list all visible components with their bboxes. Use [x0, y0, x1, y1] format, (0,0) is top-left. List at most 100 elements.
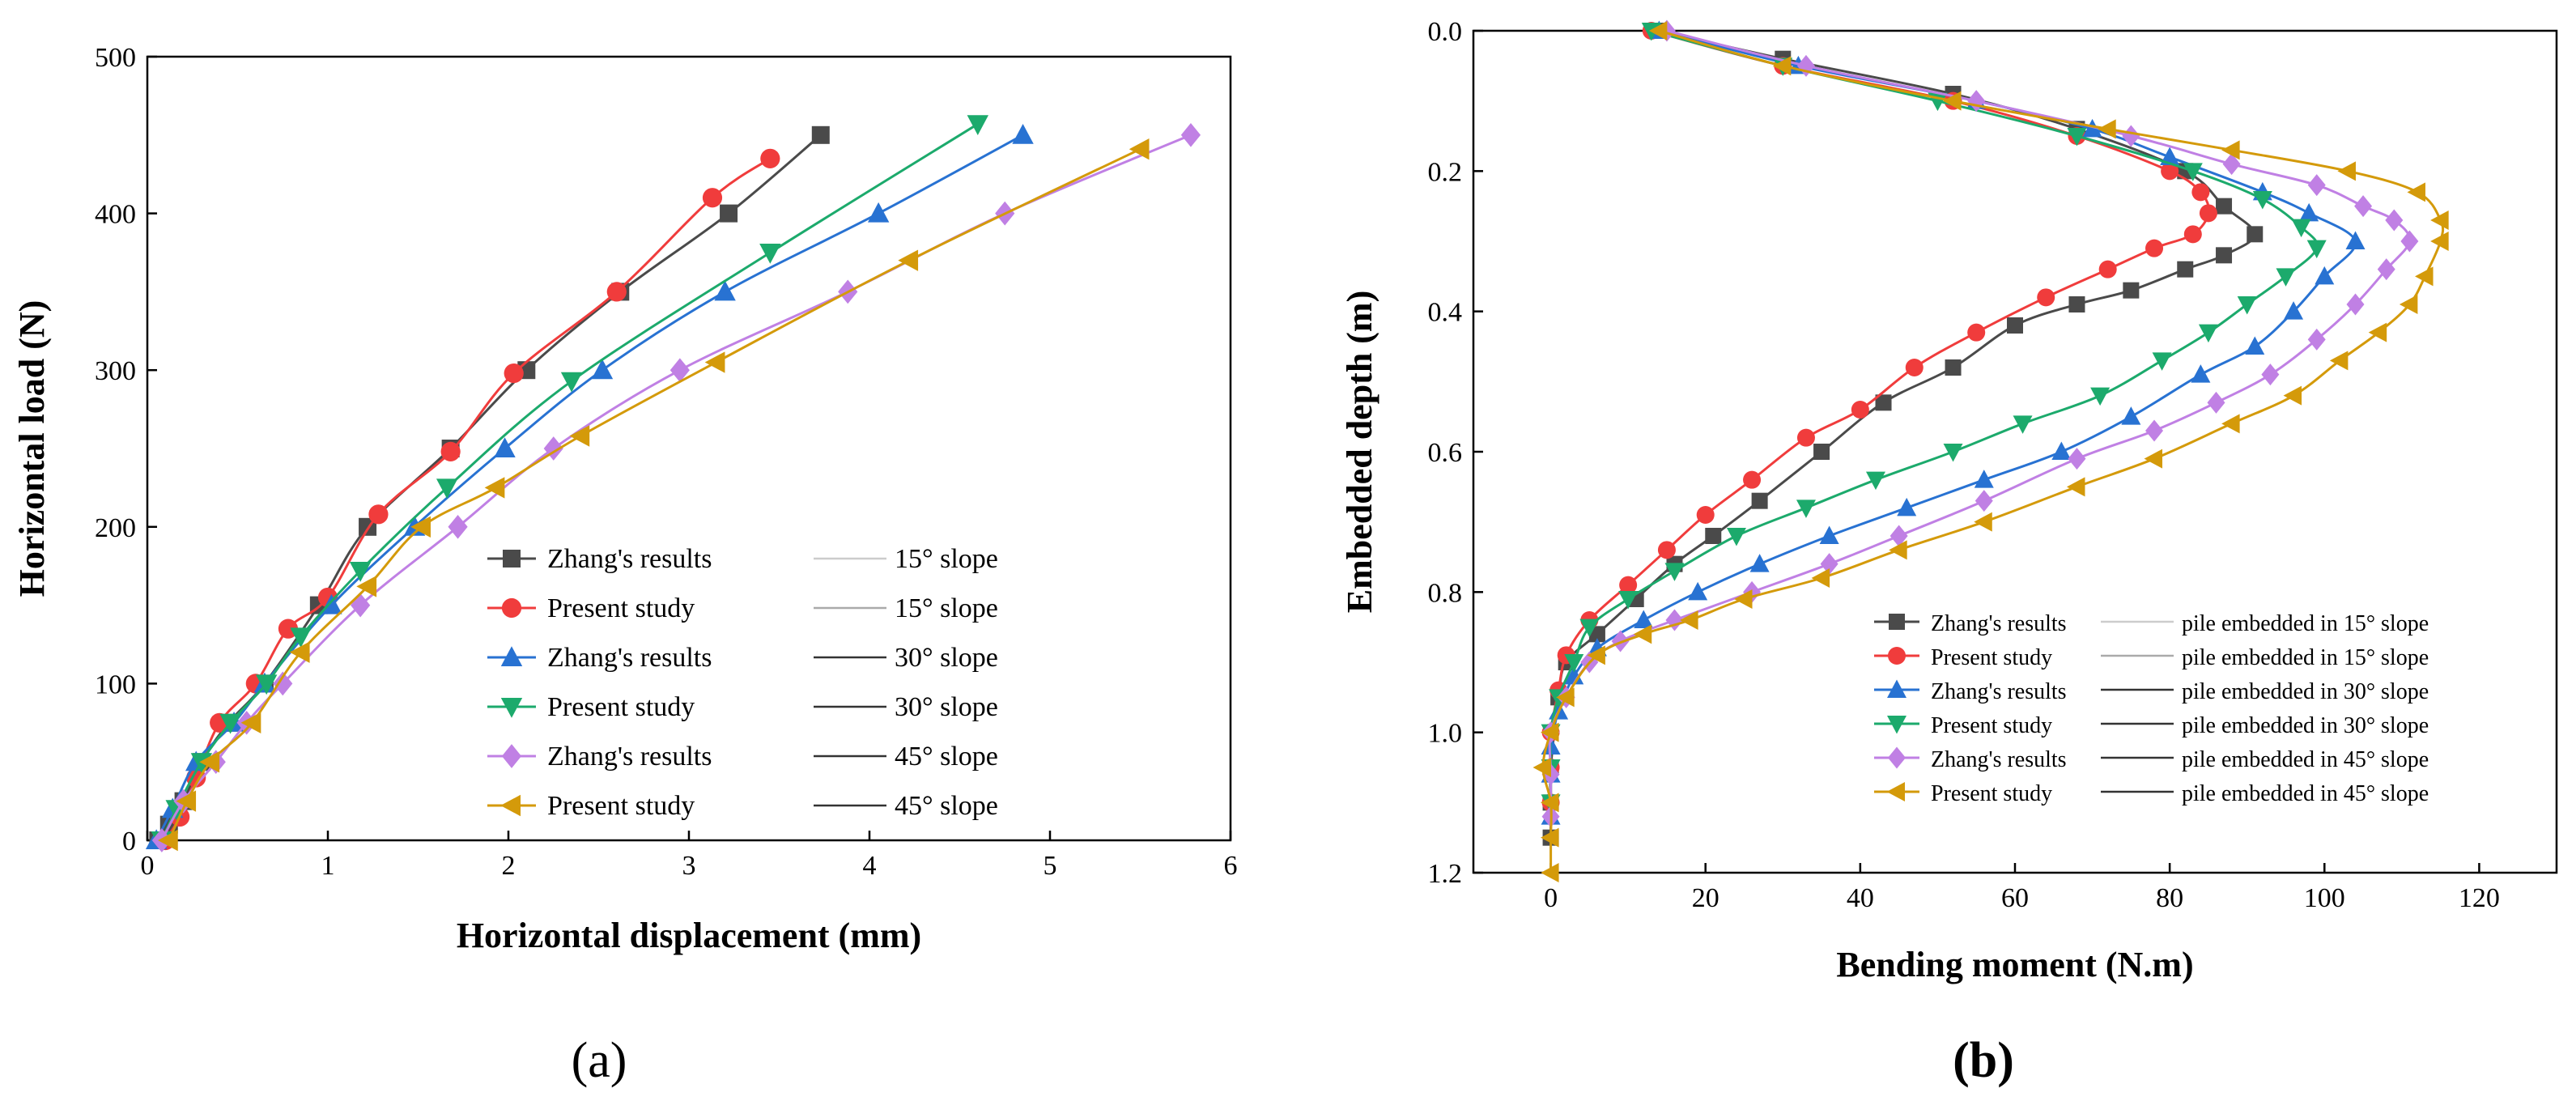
marker-triangle-left — [1541, 827, 1559, 848]
marker-square — [2247, 226, 2264, 243]
marker-circle — [1967, 323, 1986, 342]
marker-diamond — [1888, 746, 1906, 769]
marker-triangle-up — [1897, 497, 1917, 516]
marker-triangle-left — [569, 425, 590, 447]
x-tick-label: 3 — [682, 851, 696, 881]
legend-series-name: Zhang's results — [547, 544, 712, 574]
marker-triangle-up — [1887, 679, 1906, 698]
legend: Zhang's results 15° slope Present study 15°… — [487, 544, 998, 821]
legend-item: Zhang's results pile embedded in 30° slop… — [1874, 679, 2429, 704]
marker-triangle-left — [1680, 610, 1698, 630]
marker-square — [2007, 317, 2023, 334]
marker-triangle-left — [1633, 624, 1652, 644]
marker-circle — [702, 188, 723, 208]
y-tick-label: 0.4 — [1428, 298, 1463, 328]
marker-circle — [501, 597, 522, 619]
marker-triangle-down — [2198, 324, 2218, 343]
marker-triangle-down — [1865, 471, 1885, 491]
marker-circle — [2145, 239, 2164, 257]
legend: Zhang's results pile embedded in 15° slop… — [1874, 611, 2429, 806]
marker-triangle-left — [1532, 758, 1552, 777]
marker-triangle-down — [349, 562, 372, 582]
marker-triangle-down — [2183, 163, 2203, 181]
legend-item: Zhang's results 30° slope — [487, 643, 998, 673]
legend-line-label: pile embedded in 15° slope — [2182, 645, 2429, 670]
marker-triangle-down — [1887, 716, 1906, 734]
marker-triangle-down — [219, 713, 241, 734]
marker-square — [1889, 614, 1905, 630]
legend-item: Present study pile embedded in 45° slope — [1874, 781, 2429, 806]
marker-circle — [1796, 428, 1815, 447]
y-tick-label: 0.0 — [1428, 17, 1463, 47]
marker-triangle-down — [500, 698, 523, 718]
marker-triangle-down — [255, 674, 278, 695]
marker-square — [2177, 261, 2194, 278]
legend-line-label: pile embedded in 30° slope — [2182, 679, 2429, 704]
marker-triangle-left — [2368, 322, 2387, 342]
marker-triangle-up — [714, 280, 736, 301]
marker-triangle-left — [1974, 512, 1992, 532]
marker-triangle-up — [1634, 610, 1654, 628]
marker-circle — [2199, 204, 2217, 223]
marker-circle — [278, 619, 299, 639]
legend-series-name: Zhang's results — [547, 643, 712, 673]
marker-square — [2216, 198, 2233, 215]
x-tick-label: 20 — [1692, 883, 1719, 913]
marker-diamond — [1967, 90, 1986, 113]
y-tick-label: 400 — [95, 200, 136, 230]
marker-circle — [1657, 541, 1676, 559]
y-tick-label: 200 — [95, 513, 136, 543]
legend-series-name: Zhang's results — [1931, 679, 2067, 704]
marker-triangle-left — [2415, 266, 2434, 287]
marker-triangle-left — [500, 794, 521, 817]
marker-triangle-left — [1541, 863, 1559, 882]
marker-circle — [1888, 647, 1906, 665]
marker-triangle-down — [1943, 444, 1963, 462]
legend-line-label: pile embedded in 45° slope — [2182, 747, 2429, 772]
series-line — [168, 147, 1141, 841]
marker-triangle-down — [2252, 191, 2272, 210]
marker-diamond — [448, 514, 468, 539]
marker-circle — [2098, 260, 2117, 278]
marker-triangle-left — [1811, 568, 1830, 588]
marker-triangle-up — [2051, 441, 2072, 460]
legend-line-label: 15° slope — [895, 593, 998, 623]
y-tick-label: 0.6 — [1428, 438, 1463, 468]
marker-triangle-down — [2013, 415, 2033, 434]
y-tick-label: 0.8 — [1428, 578, 1463, 608]
marker-triangle-left — [1943, 91, 1962, 111]
marker-triangle-left — [176, 790, 197, 812]
legend-item: Zhang's results pile embedded in 45° slop… — [1874, 746, 2429, 772]
marker-circle — [1619, 576, 1638, 594]
marker-diamond — [2307, 174, 2326, 197]
marker-square — [503, 550, 521, 568]
marker-square — [1813, 444, 1830, 460]
marker-triangle-left — [1889, 540, 1907, 560]
marker-triangle-left — [289, 641, 310, 663]
legend-series-name: Zhang's results — [1931, 611, 2067, 636]
series-6 — [158, 138, 1150, 852]
marker-triangle-left — [2283, 385, 2302, 406]
marker-circle — [2161, 162, 2179, 181]
marker-triangle-down — [1796, 499, 1816, 518]
marker-triangle-down — [2090, 387, 2111, 406]
marker-triangle-left — [199, 751, 220, 773]
marker-triangle-up — [1974, 470, 1994, 488]
marker-triangle-left — [1734, 589, 1753, 609]
legend-item: Present study pile embedded in 15° slope — [1874, 645, 2429, 670]
legend-item: Present study 30° slope — [487, 692, 998, 722]
marker-triangle-down — [290, 627, 312, 648]
y-tick-label: 0 — [122, 827, 136, 857]
panel-label-b: (b) — [1953, 1033, 2014, 1088]
marker-triangle-left — [356, 576, 377, 597]
y-axis-title: Horizontal load (N) — [12, 300, 52, 597]
marker-triangle-up — [2245, 336, 2265, 355]
x-tick-label: 4 — [863, 851, 877, 881]
marker-triangle-down — [1726, 528, 1746, 546]
marker-diamond — [2222, 153, 2241, 176]
marker-triangle-left — [240, 712, 261, 733]
y-tick-label: 500 — [95, 43, 136, 73]
x-axis-title: Horizontal displacement (mm) — [457, 916, 921, 955]
y-tick-label: 1.2 — [1428, 859, 1463, 889]
marker-triangle-left — [1648, 21, 1668, 40]
